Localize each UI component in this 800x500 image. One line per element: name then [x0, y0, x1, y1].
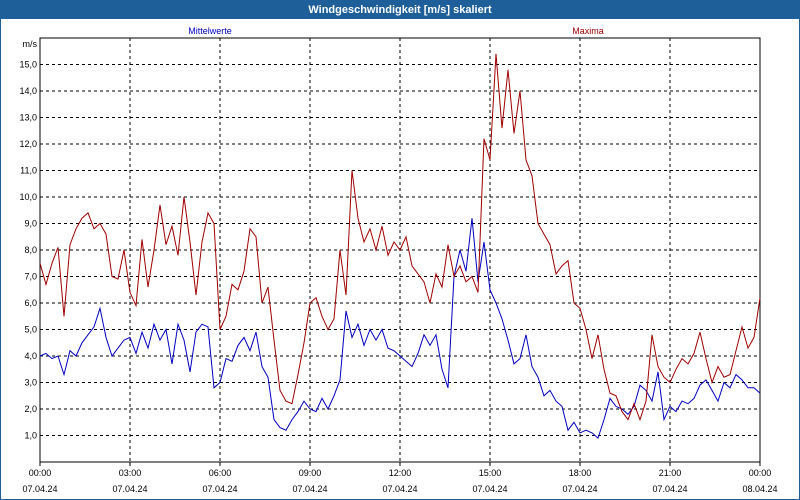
- x-tick-time: 09:00: [299, 468, 322, 478]
- x-tick-time: 15:00: [479, 468, 502, 478]
- x-tick-date: 07.04.24: [472, 484, 507, 494]
- y-tick-label: 12,0: [19, 139, 37, 149]
- legend-maxima: Maxima: [572, 26, 604, 36]
- y-tick-label: 4,0: [24, 351, 37, 361]
- x-tick-time: 06:00: [209, 468, 232, 478]
- y-tick-label: 14,0: [19, 86, 37, 96]
- x-tick-date: 07.04.24: [562, 484, 597, 494]
- x-tick-date: 07.04.24: [382, 484, 417, 494]
- x-tick-time: 18:00: [569, 468, 592, 478]
- y-tick-label: 7,0: [24, 272, 37, 282]
- y-tick-label: 11,0: [20, 166, 37, 176]
- y-tick-label: 1,0: [24, 431, 37, 441]
- x-tick-date: 07.04.24: [112, 484, 147, 494]
- series-line-maxima: [39, 53, 761, 422]
- x-tick-date: 08.04.24: [742, 484, 777, 494]
- y-axis-label: m/s: [23, 39, 38, 49]
- x-tick-date: 07.04.24: [202, 484, 237, 494]
- plot-area-border: [39, 37, 761, 463]
- x-tick-time: 00:00: [749, 468, 772, 478]
- y-tick-label: 8,0: [24, 245, 37, 255]
- y-tick-label: 6,0: [24, 298, 37, 308]
- legend-mittelwerte: Mittelwerte: [188, 26, 232, 36]
- y-tick-label: 9,0: [24, 219, 37, 229]
- y-tick-label: 3,0: [24, 378, 37, 388]
- y-tick-label: 13,0: [19, 113, 37, 123]
- y-tick-label: 5,0: [24, 325, 37, 335]
- chart-title: Windgeschwindigkeit [m/s] skaliert: [1, 1, 799, 19]
- x-tick-date: 07.04.24: [652, 484, 687, 494]
- x-tick-time: 03:00: [119, 468, 142, 478]
- series-line-mittelwerte: [39, 218, 761, 439]
- y-tick-label: 15,0: [19, 60, 37, 70]
- x-tick-time: 21:00: [659, 468, 682, 478]
- y-tick-label: 2,0: [24, 404, 37, 414]
- x-tick-time: 00:00: [29, 468, 52, 478]
- x-tick-date: 07.04.24: [22, 484, 57, 494]
- y-tick-label: 10,0: [19, 192, 37, 202]
- x-tick-time: 12:00: [389, 468, 412, 478]
- x-tick-date: 07.04.24: [292, 484, 327, 494]
